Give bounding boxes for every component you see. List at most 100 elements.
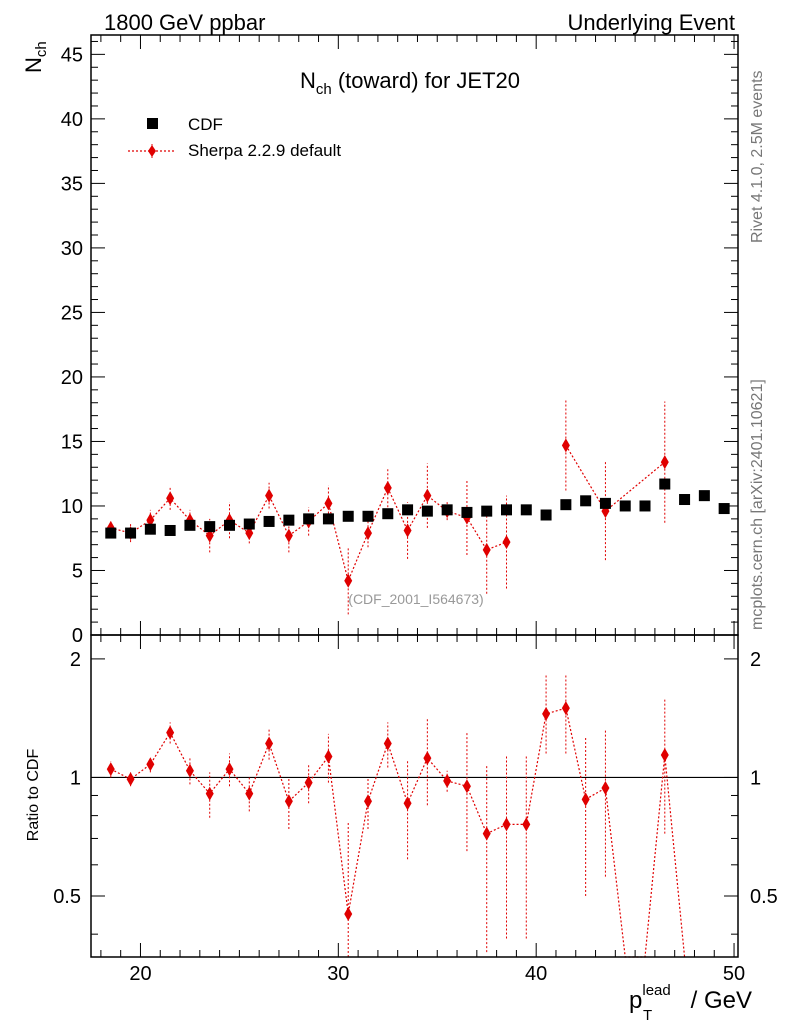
- x-axis-label-sub: T: [643, 1007, 652, 1024]
- sherpa-point: [245, 526, 254, 541]
- ratio-point: [660, 748, 669, 763]
- legend-sherpa-marker: [148, 145, 156, 157]
- ratio-point: [126, 772, 135, 787]
- x-tick-label: 40: [525, 963, 547, 985]
- x-tick-label: 50: [723, 963, 745, 985]
- cdf-point: [421, 505, 433, 517]
- ratio-y-tick-label: 2: [70, 649, 81, 671]
- ratio-point: [601, 781, 610, 796]
- x-axis-label-main: p: [629, 987, 642, 1014]
- y-tick-label: 40: [61, 109, 83, 131]
- cdf-point: [659, 478, 671, 490]
- ratio-y-tick-label-right: 1: [750, 767, 761, 789]
- ratio-point: [542, 706, 551, 721]
- sherpa-point: [502, 535, 511, 550]
- ratio-line: [110, 707, 686, 958]
- y-tick-label: 45: [61, 44, 83, 66]
- sherpa-point: [344, 573, 353, 588]
- mcplots-info: mcplots.cern.ch [arXiv:2401.10621]: [749, 379, 766, 630]
- plot-title-rest: (toward) for JET20: [332, 68, 520, 93]
- legend-sherpa-label: Sherpa 2.2.9 default: [188, 141, 341, 160]
- cdf-point: [204, 521, 216, 533]
- sherpa-point: [146, 513, 155, 528]
- cdf-point: [481, 505, 493, 517]
- main-ylabel-main: N: [21, 57, 46, 73]
- cdf-point: [342, 510, 354, 522]
- main-ylabel: Nch: [21, 41, 50, 73]
- cdf-point: [382, 508, 394, 520]
- sherpa-point: [284, 528, 293, 543]
- ratio-point: [383, 736, 392, 751]
- plot-title-main: N: [300, 68, 316, 93]
- cdf-point: [263, 515, 275, 527]
- x-axis-label-sup: lead: [642, 982, 670, 999]
- analysis-watermark: (CDF_2001_I564673): [348, 591, 483, 607]
- ratio-point: [304, 775, 313, 790]
- legend: CDF Sherpa 2.2.9 default: [128, 115, 341, 160]
- ratio-point: [324, 749, 333, 764]
- main-axis-ticks: 0 5 10 15 20 25 30 35 40 45 20 30 40 50: [61, 35, 745, 985]
- main-plot-marks: [105, 400, 730, 615]
- sherpa-point: [166, 491, 175, 506]
- ratio-point: [462, 779, 471, 794]
- cdf-point: [501, 504, 513, 516]
- cdf-point: [303, 513, 315, 525]
- sherpa-point: [482, 542, 491, 557]
- ratio-y-tick-label-right: 0.5: [750, 886, 778, 908]
- ratio-point: [443, 773, 452, 788]
- cdf-point: [560, 499, 572, 511]
- ratio-point: [166, 725, 175, 740]
- header-right: Underlying Event: [567, 10, 735, 35]
- cdf-point: [125, 527, 137, 539]
- cdf-point: [679, 494, 691, 506]
- cdf-point: [461, 506, 473, 518]
- plot-title: Nch (toward) for JET20: [300, 68, 520, 98]
- ratio-plot-marks: [106, 674, 686, 958]
- ratio-point: [561, 701, 570, 716]
- y-tick-label: 35: [61, 173, 83, 195]
- ratio-point: [284, 794, 293, 809]
- ratio-point: [225, 762, 234, 777]
- ratio-point: [245, 786, 254, 801]
- cdf-point: [639, 500, 651, 512]
- cdf-point: [619, 500, 631, 512]
- sherpa-point: [423, 488, 432, 503]
- legend-cdf-label: CDF: [188, 115, 223, 134]
- ratio-point: [482, 826, 491, 841]
- cdf-point: [184, 519, 196, 531]
- x-axis-label-rest: / GeV: [684, 987, 752, 1014]
- ratio-ylabel: Ratio to CDF: [25, 749, 42, 842]
- cdf-point: [144, 523, 156, 535]
- ratio-point: [265, 736, 274, 751]
- sherpa-point: [561, 438, 570, 453]
- sherpa-point: [265, 488, 274, 503]
- ratio-axis-ticks: 0.5 0.5 1 1 2 2: [53, 649, 778, 935]
- header-left: 1800 GeV ppbar: [104, 10, 265, 35]
- ratio-y-tick-label: 0.5: [53, 886, 81, 908]
- y-tick-label: 25: [61, 302, 83, 324]
- ratio-y-tick-label: 1: [70, 767, 81, 789]
- ratio-point: [146, 757, 155, 772]
- cdf-point: [105, 527, 117, 539]
- ratio-point: [423, 751, 432, 766]
- y-tick-label: 20: [61, 367, 83, 389]
- cdf-point: [599, 497, 611, 509]
- ratio-point: [403, 796, 412, 811]
- ratio-y-tick-label-right: 2: [750, 649, 761, 671]
- x-tick-label: 20: [129, 963, 151, 985]
- ratio-plot-frame: [90, 634, 739, 958]
- cdf-point: [718, 503, 730, 515]
- cdf-point: [224, 519, 236, 531]
- cdf-point: [520, 504, 532, 516]
- ratio-point: [205, 786, 214, 801]
- x-axis-label: plead T / GeV: [629, 982, 752, 1024]
- y-tick-label: 5: [72, 560, 83, 582]
- cdf-point: [243, 518, 255, 530]
- cdf-point: [283, 514, 295, 526]
- ratio-point: [502, 817, 511, 832]
- sherpa-point: [364, 526, 373, 541]
- ratio-point: [522, 817, 531, 832]
- y-tick-label: 15: [61, 431, 83, 453]
- y-tick-label: 10: [61, 496, 83, 518]
- cdf-point: [580, 495, 592, 507]
